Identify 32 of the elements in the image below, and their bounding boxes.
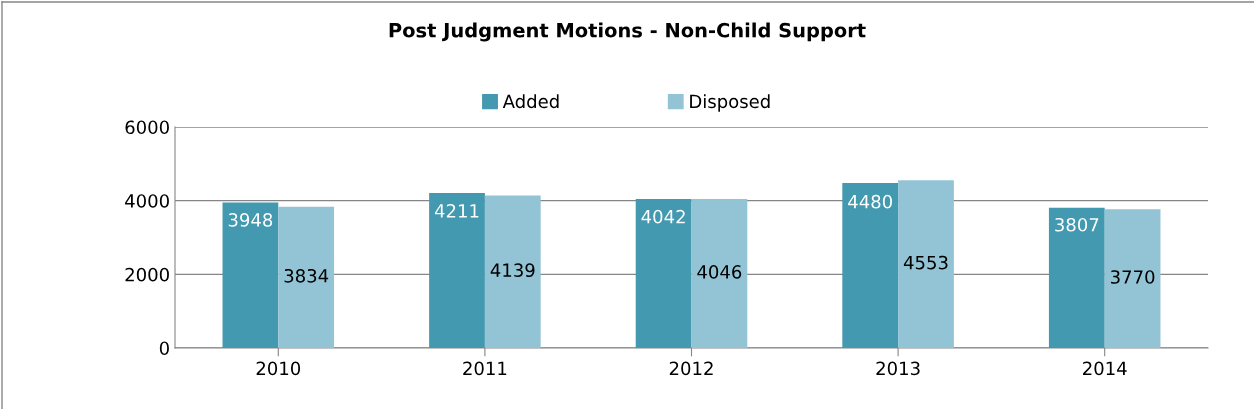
bar <box>898 180 954 348</box>
data-label: 4139 <box>490 263 535 278</box>
x-tick-label: 2012 <box>669 361 713 376</box>
bar <box>635 199 692 348</box>
chart-title: Post Judgment Motions - Non-Child Support <box>389 22 866 42</box>
y-tick-label: 6000 <box>125 120 169 135</box>
bar <box>691 198 748 348</box>
x-tick-label: 2010 <box>256 361 301 376</box>
data-label: 4480 <box>848 194 892 209</box>
bar <box>1104 209 1161 348</box>
data-label: 4211 <box>434 204 479 218</box>
bar <box>484 195 541 348</box>
data-label: 4553 <box>903 255 948 270</box>
bar <box>842 182 899 348</box>
legend-label: Disposed <box>690 94 770 112</box>
bar <box>222 202 279 348</box>
data-label: 3834 <box>284 268 329 283</box>
x-tick-label: 2011 <box>463 361 507 376</box>
legend-label: Added <box>502 94 559 109</box>
bar <box>1048 207 1105 348</box>
bar <box>429 192 485 348</box>
data-label: 4042 <box>641 209 685 224</box>
data-label: 3770 <box>1110 270 1155 284</box>
y-tick-label: 0 <box>159 341 169 356</box>
data-label: 3807 <box>1055 217 1099 232</box>
bar <box>278 206 335 348</box>
data-label: 4046 <box>697 265 742 279</box>
data-label: 3948 <box>228 213 273 227</box>
y-tick-label: 4000 <box>125 194 169 208</box>
x-tick-label: 2013 <box>876 361 920 376</box>
x-tick-label: 2014 <box>1083 361 1127 376</box>
y-tick-label: 2000 <box>125 267 169 282</box>
